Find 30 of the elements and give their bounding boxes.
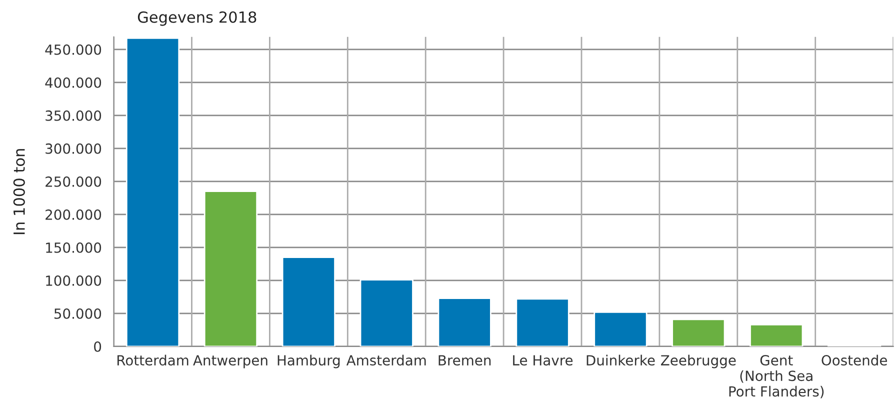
bar <box>516 298 570 346</box>
y-tick-label: 50.000 <box>54 308 102 319</box>
x-tick-label: Antwerpen <box>193 355 268 368</box>
y-tick-label: 100.000 <box>46 275 102 286</box>
bar <box>204 190 258 346</box>
y-tick-label: 200.000 <box>46 209 102 220</box>
y-tick-label: 250.000 <box>46 176 102 187</box>
y-tick-label: 350.000 <box>46 110 102 121</box>
bar <box>360 279 414 346</box>
x-tick-label: Amsterdam <box>346 354 426 366</box>
bar <box>750 324 804 346</box>
y-tick-label: 0 <box>94 341 102 352</box>
x-tick-label: Le Havre <box>513 355 573 366</box>
bar <box>438 298 492 346</box>
x-tick-label: Rotterdam <box>117 354 188 366</box>
y-tick-label: 400.000 <box>45 77 102 88</box>
x-tick-label: Oostende <box>822 354 888 366</box>
bar <box>282 256 336 346</box>
y-tick-label: 150.000 <box>46 242 102 253</box>
x-tick-label: Zeebrugge <box>661 354 736 368</box>
bar <box>594 311 648 346</box>
bar <box>672 318 726 346</box>
chart-title: Gegevens 2018 <box>138 11 256 26</box>
y-tick-label: 450.000 <box>45 44 102 55</box>
x-tick-label: Hamburg <box>278 354 340 368</box>
y-axis-title: In 1000 ton <box>13 149 25 234</box>
bar <box>126 38 180 346</box>
x-tick-label: Duinkerke <box>586 354 655 366</box>
y-tick-label: 300.000 <box>46 143 102 154</box>
x-tick-label: Bremen <box>438 355 491 366</box>
